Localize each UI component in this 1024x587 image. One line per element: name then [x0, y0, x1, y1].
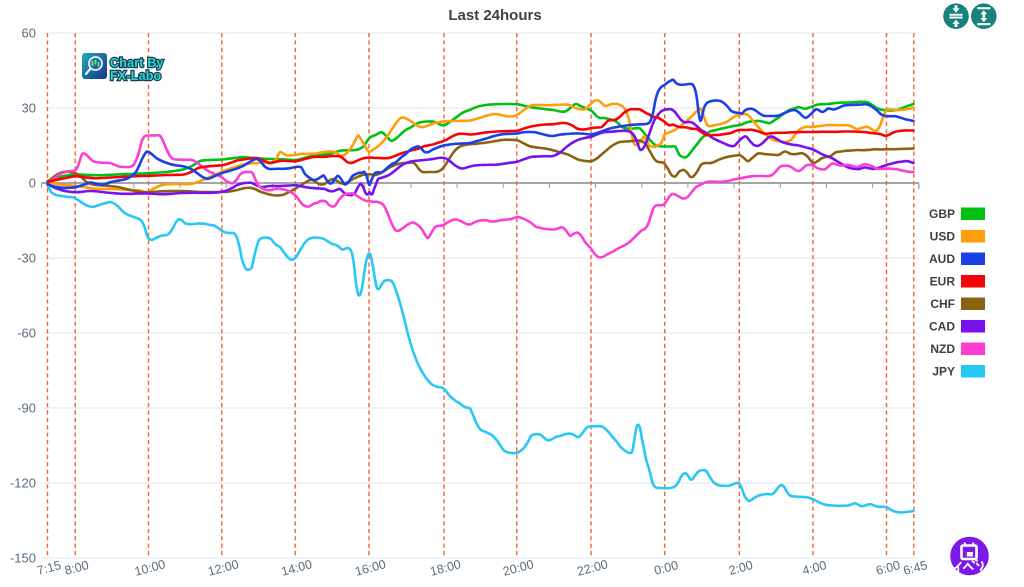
svg-text:0:00: 0:00 [653, 558, 680, 578]
svg-text:30: 30 [22, 101, 36, 116]
svg-text:Last 24hours: Last 24hours [448, 7, 541, 24]
svg-text:7:15: 7:15 [35, 558, 62, 578]
svg-text:2:00: 2:00 [727, 558, 754, 578]
svg-text:CHF: CHF [930, 297, 955, 311]
svg-text:8:00: 8:00 [63, 558, 90, 578]
svg-text:0: 0 [29, 176, 36, 191]
svg-text:-120: -120 [10, 476, 36, 491]
svg-text:4:00: 4:00 [801, 558, 828, 578]
svg-text:AUD: AUD [929, 252, 955, 266]
svg-text:-90: -90 [17, 401, 36, 416]
svg-text:-150: -150 [10, 551, 36, 566]
svg-text:60: 60 [22, 26, 36, 41]
svg-text:FX-Labo: FX-Labo [110, 69, 162, 83]
svg-text:GBP: GBP [929, 207, 955, 221]
svg-text:USD: USD [930, 230, 956, 244]
svg-text:-30: -30 [17, 251, 36, 266]
svg-text:-60: -60 [17, 326, 36, 341]
svg-text:Chart By: Chart By [110, 56, 164, 70]
svg-text:JPY: JPY [932, 365, 955, 379]
svg-text:6:00: 6:00 [874, 558, 901, 578]
svg-text:EUR: EUR [930, 275, 956, 289]
svg-text:CAD: CAD [929, 320, 955, 334]
svg-text:6:45: 6:45 [902, 558, 929, 578]
svg-text:NZD: NZD [930, 342, 955, 356]
